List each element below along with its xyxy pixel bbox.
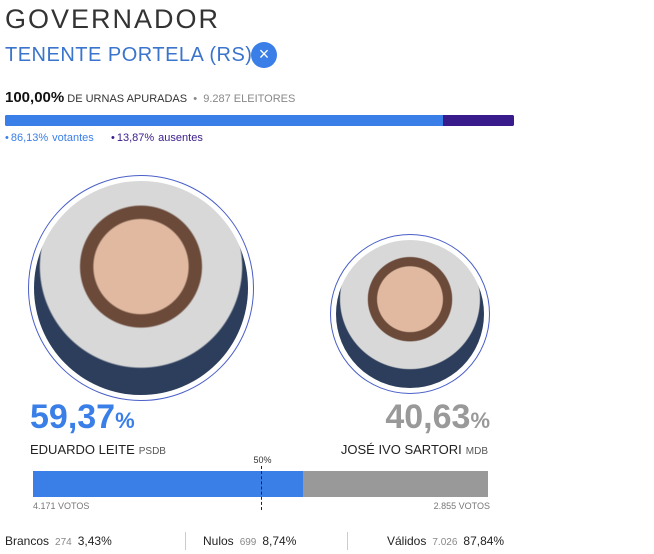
bullet: • — [5, 132, 9, 144]
candidate-percent: 59,37% — [30, 398, 135, 437]
candidate-votes: 2.855 VOTOS — [433, 501, 490, 511]
vote-segment — [33, 471, 304, 497]
divider — [185, 532, 186, 550]
percent-sign: % — [470, 408, 490, 433]
name: EDUARDO LEITE — [30, 442, 135, 457]
footer-label: Nulos — [203, 534, 234, 548]
legend-percent: 86,13% — [10, 132, 49, 144]
divider — [347, 532, 348, 550]
candidate-votes: 4.171 VOTOS — [33, 501, 90, 511]
title: GOVERNADOR — [5, 4, 221, 34]
candidate-name: JOSÉ IVO SARTORI MDB — [341, 442, 488, 457]
midpoint-line — [260, 466, 262, 510]
turnout-segment — [5, 115, 444, 126]
electors-label: ELEITORES — [233, 93, 296, 105]
turnout-bar — [5, 115, 514, 126]
candidate-name: EDUARDO LEITE PSDB — [30, 442, 166, 457]
footer-stat: Válidos 7.026 87,84% — [387, 534, 504, 548]
footer-label: Válidos — [387, 534, 427, 548]
party: MDB — [465, 446, 488, 457]
party: PSDB — [138, 446, 166, 457]
summary-percent: 100,00% — [5, 89, 65, 106]
candidate-percent: 40,63% — [385, 398, 490, 437]
footer-count: 274 — [55, 537, 72, 548]
electors: 9.287 — [203, 93, 231, 105]
bullet: • — [111, 132, 115, 144]
vote-segment — [303, 471, 488, 497]
summary: 100,00% DE URNAS APURADAS • 9.287 ELEITO… — [5, 89, 295, 106]
footer-count: 7.026 — [432, 537, 458, 548]
percent-sign: % — [115, 408, 135, 433]
percent-number: 40,63 — [385, 398, 471, 436]
footer-count: 699 — [239, 537, 257, 548]
footer-label: Brancos — [5, 534, 50, 548]
legend-percent: 13,87% — [116, 132, 155, 144]
turnout-segment — [443, 115, 514, 126]
footer-stat: Brancos 274 3,43% — [5, 534, 112, 548]
candidate-photo — [330, 234, 490, 394]
name: JOSÉ IVO SARTORI — [340, 442, 462, 457]
turnout-legend: • 86,13% votantes — [5, 132, 94, 144]
footer-stat: Nulos 699 8,74% — [203, 534, 296, 548]
summary-label: DE URNAS APURADAS — [67, 93, 188, 105]
percent-number: 59,37 — [30, 398, 116, 436]
separator: • — [193, 93, 198, 105]
close-button[interactable]: × — [251, 42, 277, 68]
turnout-legend: • 13,87% ausentes — [111, 132, 203, 144]
location: TENENTE PORTELA (RS) — [5, 44, 253, 66]
footer-percent: 8,74% — [262, 534, 297, 548]
midpoint-label: 50% — [253, 455, 272, 465]
legend-label: ausentes — [158, 132, 203, 144]
legend-label: votantes — [52, 132, 94, 144]
footer-percent: 3,43% — [77, 534, 112, 548]
candidate-photo — [28, 175, 254, 401]
footer-percent: 87,84% — [463, 534, 505, 548]
